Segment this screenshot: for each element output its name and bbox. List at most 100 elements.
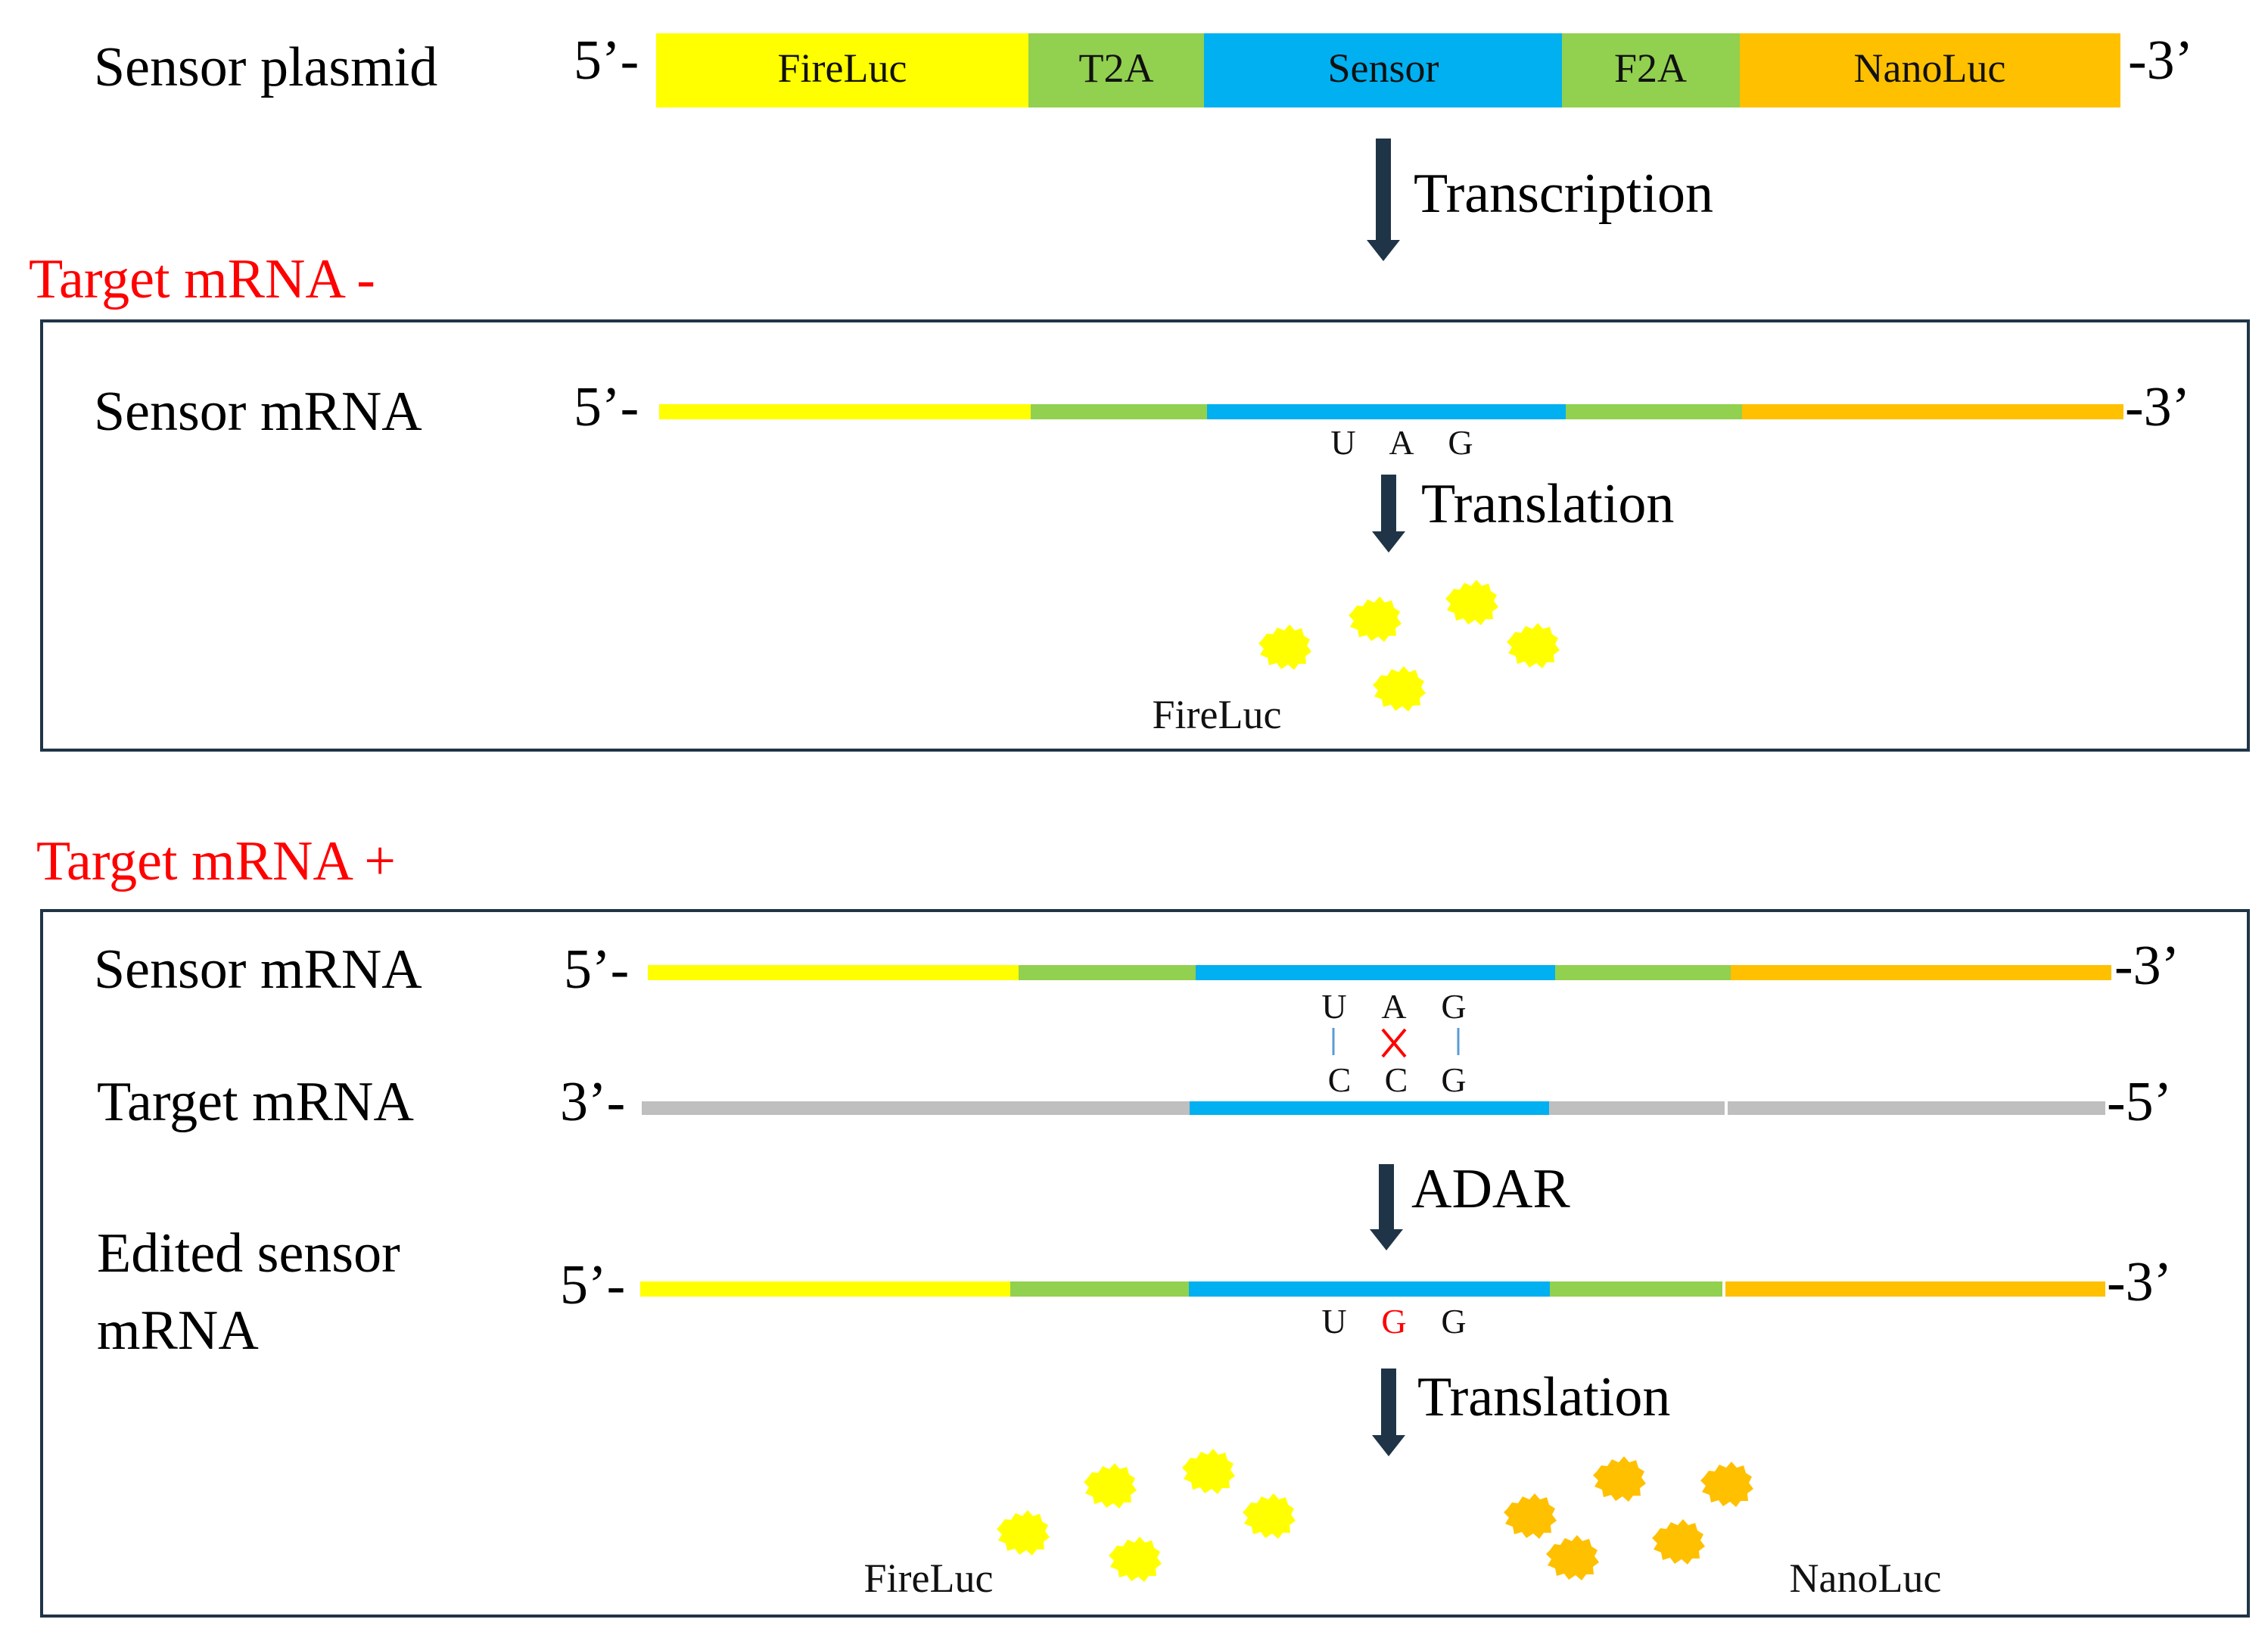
panel-minus-box (40, 319, 2250, 752)
panel-minus-translation-label: Translation (1421, 473, 1674, 535)
panel-plus-products-nanoluc: NanoLuc (1504, 1456, 1941, 1601)
protein-blob-icon (1258, 624, 1311, 670)
plasmid-segment-label-f2a: F2A (1614, 45, 1687, 91)
target-codon-nucleotide: C (1328, 1060, 1352, 1099)
protein-blob-icon (1504, 1493, 1557, 1539)
codon-nucleotide: U (1321, 987, 1346, 1026)
panel-minus-mrna-label: Sensor mRNA (94, 381, 422, 443)
mrna-segment-t2a (1010, 1281, 1189, 1297)
panel-plus-title: Target mRNA + (36, 830, 396, 892)
product-label-fireluc: FireLuc (864, 1555, 994, 1601)
protein-blob-icon (1652, 1519, 1705, 1565)
mrna-segment-t2a (1031, 404, 1207, 419)
protein-blob-icon (1109, 1537, 1162, 1582)
protein-blob-icon (1243, 1493, 1296, 1539)
panel-minus-three-prime: -3’ (2125, 376, 2190, 438)
panel-plus-target-mrna: C C G Target mRNA 3’- -5’ (97, 1060, 2172, 1133)
plasmid-segment-nanoluc (1740, 33, 2120, 107)
base-pairing (1332, 1028, 1460, 1058)
target-codon-nucleotide: C (1385, 1060, 1408, 1099)
plasmid-segment-f2a (1562, 33, 1740, 107)
panel-plus-sensor-label: Sensor mRNA (94, 939, 422, 1001)
edited-five-prime: 5’- (560, 1254, 625, 1316)
codon-nucleotide: G (1441, 987, 1466, 1026)
edited-three-prime: -3’ (2107, 1251, 2172, 1313)
transcription-step: Transcription (1367, 139, 1713, 261)
panel-minus-title: Target mRNA - (29, 248, 375, 310)
mrna-segment-fireluc (648, 965, 1019, 980)
transcription-label: Transcription (1414, 163, 1713, 225)
panel-minus-products: FireLuc (1153, 580, 1560, 737)
panel-plus-target-three-prime: 3’- (560, 1071, 625, 1133)
codon-nucleotide: U (1330, 423, 1355, 462)
mrna-segment-sensor (1189, 1281, 1550, 1297)
mrna-segment-nanoluc (1731, 965, 2111, 980)
sensor-plasmid: Sensor plasmid 5’- FireLuc T2A Sensor F2… (94, 30, 2193, 107)
plasmid-segment-sensor (1204, 33, 1562, 107)
target-codon-nucleotide: G (1441, 1060, 1466, 1099)
protein-blob-icon (1084, 1463, 1137, 1509)
protein-blob-icon (1700, 1462, 1753, 1507)
plasmid-label: Sensor plasmid (94, 36, 437, 98)
plasmid-segment-label-sensor: Sensor (1328, 45, 1439, 91)
mrna-segment-f2a (1566, 404, 1742, 419)
adar-label: ADAR (1411, 1158, 1570, 1220)
protein-blob-icon (1182, 1449, 1235, 1494)
protein-blob-icon (1546, 1535, 1599, 1580)
panel-plus-target-five-prime: -5’ (2107, 1071, 2172, 1133)
protein-blob-icon (1373, 666, 1426, 712)
mismatch-x-icon (1381, 1028, 1407, 1058)
panel-plus-sensor-mrna: Sensor mRNA 5’- -3’ U A G (94, 935, 2179, 1026)
mrna-segment-f2a (1550, 1281, 1722, 1297)
mrna-segment-sensor (1207, 404, 1566, 419)
codon-nucleotide: U (1321, 1302, 1346, 1341)
mrna-segment-fireluc (659, 404, 1031, 419)
panel-plus-box (40, 909, 2250, 1618)
plasmid-segment-t2a (1028, 33, 1204, 107)
panel-plus-sensor-five-prime: 5’- (564, 939, 629, 1001)
protein-blob-icon (1445, 580, 1498, 625)
down-arrow-icon (1370, 1164, 1403, 1250)
mrna-segment-nanoluc (1725, 1281, 2105, 1297)
panel-plus-translation-step: Translation (1372, 1366, 1670, 1456)
codon-nucleotide: G (1441, 1302, 1466, 1341)
protein-blob-icon (997, 1510, 1050, 1555)
edited-nucleotide: G (1381, 1302, 1406, 1341)
edited-label-line1: Edited sensor (97, 1222, 400, 1284)
down-arrow-icon (1367, 139, 1400, 261)
panel-minus-mrna: Sensor mRNA 5’- -3’ U A G (94, 376, 2190, 462)
protein-blob-icon (1349, 596, 1402, 642)
plasmid-segment-fireluc (656, 33, 1028, 107)
target-segment-complement (1190, 1101, 1549, 1115)
plasmid-segment-label-fireluc: FireLuc (778, 45, 907, 91)
mrna-segment-f2a (1555, 965, 1731, 980)
plasmid-segment-label-nanoluc: NanoLuc (1854, 45, 2006, 91)
plasmid-five-prime: 5’- (574, 30, 639, 92)
codon-nucleotide: G (1448, 423, 1473, 462)
mrna-segment-sensor (1196, 965, 1555, 980)
mrna-segment-fireluc (640, 1281, 1010, 1297)
down-arrow-icon (1372, 475, 1405, 553)
panel-minus-five-prime: 5’- (574, 376, 639, 438)
panel-minus-product-label: FireLuc (1153, 692, 1282, 737)
panel-plus-products-fireluc: FireLuc (864, 1449, 1296, 1601)
target-segment-gray-left (642, 1101, 1190, 1115)
codon-nucleotide: A (1389, 423, 1414, 462)
down-arrow-icon (1372, 1369, 1405, 1456)
mrna-segment-nanoluc (1742, 404, 2123, 419)
product-label-nanoluc: NanoLuc (1790, 1555, 1942, 1601)
codon-nucleotide: A (1381, 987, 1406, 1026)
plasmid-three-prime: -3’ (2128, 30, 2193, 92)
target-segment-gray-right (1728, 1101, 2105, 1115)
panel-plus-translation-label: Translation (1417, 1366, 1670, 1428)
panel-plus-edited-mrna: Edited sensor mRNA 5’- -3’ U G G (97, 1222, 2172, 1362)
plasmid-segment-label-t2a: T2A (1079, 45, 1154, 91)
panel-minus-translation-step: Translation (1372, 473, 1674, 553)
edited-label-line2: mRNA (97, 1300, 259, 1362)
protein-blob-icon (1507, 623, 1560, 668)
mrna-segment-t2a (1019, 965, 1196, 980)
panel-plus-target-label: Target mRNA (97, 1071, 414, 1133)
adar-step: ADAR (1370, 1158, 1570, 1250)
target-segment-gray-mid (1549, 1101, 1725, 1115)
